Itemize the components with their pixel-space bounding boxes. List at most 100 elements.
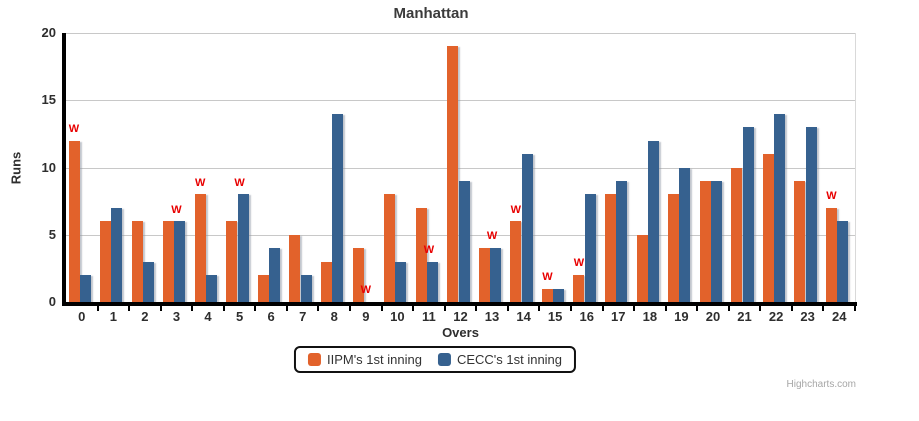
x-tick-label-14: 14 [516, 309, 531, 324]
x-tick-label-3: 3 [172, 309, 181, 324]
wicket-marker-over-3: W [171, 203, 182, 216]
x-tick-mark [633, 306, 636, 311]
legend-item-iipm[interactable]: IIPM's 1st inning [307, 352, 422, 367]
bar-cecc-over-14[interactable] [521, 154, 533, 302]
x-tick-label-12: 12 [453, 309, 468, 324]
x-tick-label-2: 2 [141, 309, 149, 324]
bar-cecc-over-19[interactable] [679, 167, 691, 302]
x-tick-label-11: 11 [422, 309, 436, 324]
x-tick-label-10: 10 [390, 309, 405, 324]
wicket-marker-over-4: W [195, 176, 206, 189]
bar-iipm-over-3[interactable] [163, 221, 175, 302]
bar-cecc-over-4[interactable] [206, 275, 218, 302]
y-tick-label-0: 0 [48, 294, 56, 309]
bar-cecc-over-15[interactable] [553, 288, 565, 302]
x-tick-mark [759, 306, 762, 311]
bar-cecc-over-18[interactable] [647, 140, 659, 302]
legend: IIPM's 1st inning CECC's 1st inning [293, 346, 577, 373]
legend-item-cecc[interactable]: CECC's 1st inning [437, 352, 563, 367]
bar-iipm-over-22[interactable] [762, 154, 774, 302]
x-tick-mark [159, 306, 162, 311]
bar-cecc-over-21[interactable] [742, 127, 754, 302]
bar-iipm-over-24[interactable] [825, 207, 837, 302]
bar-iipm-over-2[interactable] [131, 221, 143, 302]
x-tick-label-9: 9 [362, 309, 370, 324]
bar-iipm-over-7[interactable] [289, 234, 301, 302]
bar-cecc-over-20[interactable] [711, 180, 722, 302]
bar-iipm-over-23[interactable] [794, 180, 806, 302]
bar-iipm-over-9[interactable] [352, 248, 364, 302]
x-tick-label-17: 17 [611, 309, 626, 324]
gridline-20 [66, 33, 855, 34]
bar-cecc-over-22[interactable] [774, 113, 786, 302]
y-tick-label-15: 15 [41, 92, 56, 108]
bar-iipm-over-14[interactable] [510, 221, 522, 302]
bar-iipm-over-6[interactable] [257, 275, 269, 302]
x-tick-mark [191, 306, 194, 311]
wicket-marker-over-9: W [360, 284, 372, 297]
x-tick-label-18: 18 [642, 309, 658, 324]
bar-iipm-over-13[interactable] [478, 248, 490, 302]
x-tick-mark [96, 306, 99, 311]
x-tick-mark [443, 306, 446, 311]
bar-iipm-over-18[interactable] [636, 234, 648, 302]
bar-iipm-over-0[interactable] [68, 140, 80, 302]
bar-iipm-over-17[interactable] [605, 194, 617, 302]
bar-cecc-over-6[interactable] [269, 248, 281, 302]
bar-iipm-over-5[interactable] [226, 221, 238, 302]
bar-iipm-over-8[interactable] [320, 261, 332, 302]
x-tick-mark [569, 306, 572, 311]
x-tick-mark [854, 306, 856, 311]
bar-cecc-over-11[interactable] [426, 261, 438, 302]
bar-iipm-over-16[interactable] [573, 275, 585, 302]
bar-iipm-over-12[interactable] [447, 46, 459, 302]
bar-cecc-over-16[interactable] [584, 194, 596, 302]
x-tick-label-23: 23 [800, 309, 815, 324]
y-axis-line [62, 33, 66, 306]
x-tick-mark [727, 306, 730, 311]
x-axis-title: Overs [442, 325, 479, 340]
y-tick-label-20: 20 [41, 25, 56, 40]
wicket-marker-over-11: W [423, 243, 435, 256]
bar-cecc-over-17[interactable] [616, 180, 628, 302]
credits-link[interactable]: Highcharts.com [786, 379, 856, 390]
x-tick-mark [222, 306, 225, 311]
x-tick-mark [254, 306, 257, 311]
bar-cecc-over-13[interactable] [490, 248, 502, 302]
bar-cecc-over-12[interactable] [458, 180, 470, 302]
x-tick-mark [475, 306, 478, 311]
wicket-marker-over-15: W [542, 270, 553, 283]
bar-iipm-over-1[interactable] [100, 221, 112, 302]
bar-iipm-over-15[interactable] [541, 288, 553, 302]
bar-iipm-over-20[interactable] [699, 180, 711, 302]
bar-cecc-over-23[interactable] [805, 127, 817, 302]
bar-cecc-over-8[interactable] [332, 113, 344, 302]
bar-cecc-over-24[interactable] [837, 221, 849, 302]
x-tick-mark [538, 306, 541, 311]
x-tick-mark [601, 306, 604, 311]
bar-cecc-over-2[interactable] [142, 261, 154, 302]
bar-iipm-over-11[interactable] [415, 207, 427, 302]
bar-cecc-over-3[interactable] [174, 221, 186, 302]
bar-iipm-over-10[interactable] [384, 194, 396, 302]
x-tick-mark [696, 306, 699, 311]
wicket-marker-over-24: W [826, 190, 837, 203]
plot-area: W W W W W W W W W W W [66, 33, 856, 302]
legend-swatch-icon [307, 353, 321, 366]
x-tick-label-6: 6 [267, 309, 275, 324]
bar-iipm-over-19[interactable] [668, 194, 680, 302]
bar-iipm-over-4[interactable] [194, 194, 206, 302]
bar-cecc-over-7[interactable] [300, 275, 312, 302]
bar-iipm-over-21[interactable] [731, 167, 743, 302]
x-tick-mark [664, 306, 667, 311]
x-tick-label-1: 1 [109, 309, 117, 324]
x-tick-label-13: 13 [484, 309, 500, 324]
bar-cecc-over-10[interactable] [395, 261, 407, 302]
bar-cecc-over-1[interactable] [111, 207, 123, 302]
bar-cecc-over-0[interactable] [79, 275, 91, 302]
x-tick-label-22: 22 [768, 309, 784, 324]
bar-cecc-over-5[interactable] [237, 194, 249, 302]
legend-label: CECC's 1st inning [456, 352, 563, 367]
x-tick-label-20: 20 [705, 309, 721, 324]
